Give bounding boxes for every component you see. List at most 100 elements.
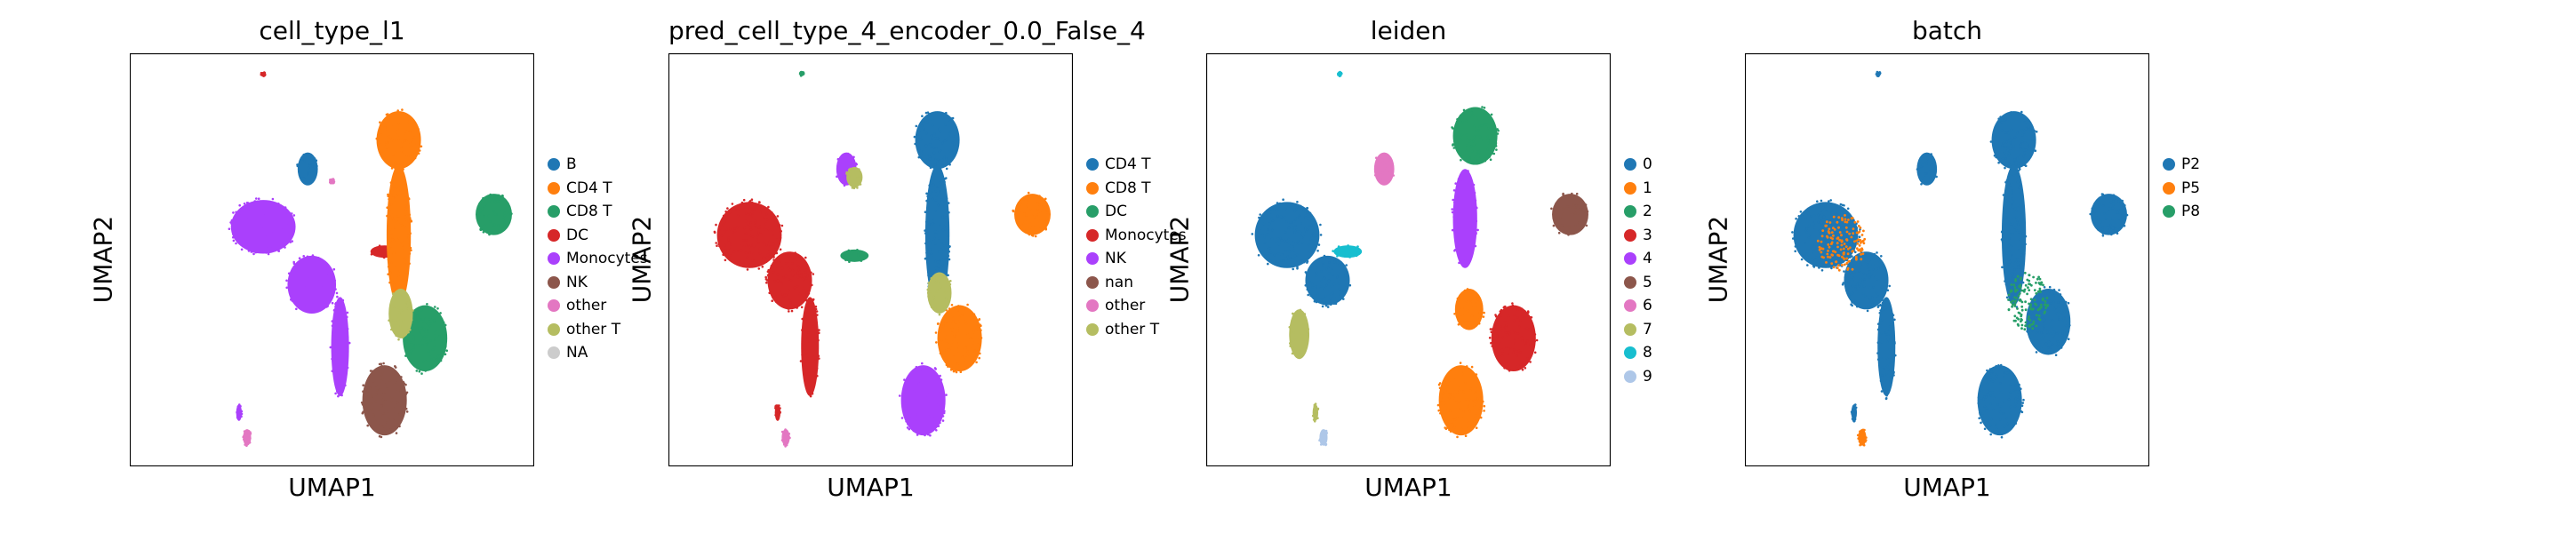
data-point bbox=[498, 200, 501, 203]
data-point bbox=[1464, 228, 1468, 232]
data-point bbox=[256, 209, 259, 211]
data-point bbox=[1889, 384, 1892, 387]
data-point bbox=[390, 261, 393, 265]
data-point bbox=[2004, 216, 2008, 219]
legend-marker bbox=[1086, 275, 1099, 289]
cluster-5 bbox=[375, 108, 423, 171]
data-point bbox=[313, 303, 316, 306]
data-point bbox=[332, 281, 334, 283]
data-point bbox=[1468, 202, 1471, 205]
data-point bbox=[1804, 258, 1808, 260]
data-point bbox=[1860, 258, 1863, 261]
data-point bbox=[1046, 219, 1050, 223]
data-point bbox=[1516, 332, 1520, 335]
data-point bbox=[1922, 178, 1925, 181]
data-point bbox=[1457, 178, 1460, 180]
panel-title: cell_type_l1 bbox=[259, 16, 405, 45]
data-point bbox=[906, 398, 908, 402]
data-point bbox=[2008, 243, 2011, 247]
data-point bbox=[766, 253, 770, 257]
data-point bbox=[1863, 237, 1867, 241]
data-point bbox=[262, 242, 266, 245]
data-point bbox=[2059, 293, 2062, 296]
data-point bbox=[503, 223, 506, 226]
data-point bbox=[816, 354, 820, 357]
data-point bbox=[252, 222, 255, 226]
data-point bbox=[439, 352, 443, 355]
data-point bbox=[732, 231, 734, 234]
data-point bbox=[929, 166, 932, 169]
data-point bbox=[291, 240, 293, 243]
panel-title: leiden bbox=[1370, 16, 1447, 45]
data-point bbox=[425, 335, 428, 338]
data-point bbox=[2004, 282, 2008, 286]
data-point bbox=[775, 260, 778, 263]
data-point bbox=[257, 227, 260, 230]
data-point bbox=[1846, 207, 1850, 211]
data-point bbox=[265, 251, 268, 254]
data-point bbox=[2101, 204, 2105, 207]
data-point bbox=[1824, 243, 1828, 246]
data-point bbox=[2109, 208, 2113, 211]
data-point bbox=[1979, 409, 1981, 412]
data-point bbox=[2020, 251, 2023, 254]
data-point bbox=[503, 221, 507, 224]
data-point bbox=[1454, 378, 1458, 381]
data-point bbox=[1467, 326, 1470, 330]
data-point bbox=[1473, 203, 1476, 206]
data-point bbox=[482, 228, 484, 231]
data-point bbox=[391, 236, 394, 239]
data-point bbox=[392, 139, 396, 143]
data-point bbox=[2052, 300, 2055, 304]
data-point bbox=[1475, 414, 1477, 418]
data-point bbox=[235, 211, 237, 214]
data-point bbox=[1827, 243, 1830, 246]
data-point bbox=[785, 253, 788, 257]
data-point bbox=[2101, 226, 2104, 228]
data-point bbox=[2020, 320, 2022, 323]
data-point bbox=[1314, 402, 1317, 406]
data-point bbox=[404, 331, 407, 335]
legend-item: CD4 T bbox=[548, 177, 648, 201]
data-point bbox=[1455, 222, 1459, 226]
data-point bbox=[2059, 306, 2062, 308]
data-point bbox=[744, 251, 748, 254]
data-point bbox=[309, 274, 313, 276]
data-point bbox=[1578, 228, 1580, 232]
data-point bbox=[1840, 217, 1844, 220]
data-point bbox=[2007, 293, 2011, 297]
data-point bbox=[1871, 254, 1875, 258]
data-point bbox=[1307, 293, 1309, 297]
data-point bbox=[1496, 355, 1500, 358]
data-point bbox=[1871, 302, 1874, 306]
data-point bbox=[939, 385, 942, 388]
data-point bbox=[921, 115, 924, 117]
data-point bbox=[400, 313, 403, 316]
data-point bbox=[1321, 431, 1324, 434]
data-point bbox=[314, 270, 317, 274]
data-point bbox=[2020, 120, 2024, 123]
data-point bbox=[1443, 380, 1446, 384]
data-point bbox=[1475, 143, 1478, 147]
data-point bbox=[1475, 154, 1477, 157]
data-point bbox=[399, 390, 402, 394]
data-point bbox=[404, 393, 408, 395]
data-point bbox=[1036, 212, 1039, 216]
data-point bbox=[769, 245, 772, 248]
data-point bbox=[434, 306, 436, 308]
data-point bbox=[788, 435, 790, 439]
data-point bbox=[492, 224, 494, 227]
data-point bbox=[1451, 423, 1454, 426]
data-point bbox=[379, 150, 381, 153]
data-point bbox=[395, 390, 398, 394]
data-point bbox=[1296, 217, 1299, 219]
data-point bbox=[917, 382, 921, 386]
data-point bbox=[1820, 208, 1822, 211]
data-point bbox=[739, 260, 741, 263]
data-point bbox=[245, 237, 249, 241]
data-point bbox=[2005, 296, 2009, 299]
data-point bbox=[903, 378, 906, 381]
data-point bbox=[307, 262, 309, 265]
data-point bbox=[848, 168, 851, 171]
data-point bbox=[953, 143, 956, 146]
